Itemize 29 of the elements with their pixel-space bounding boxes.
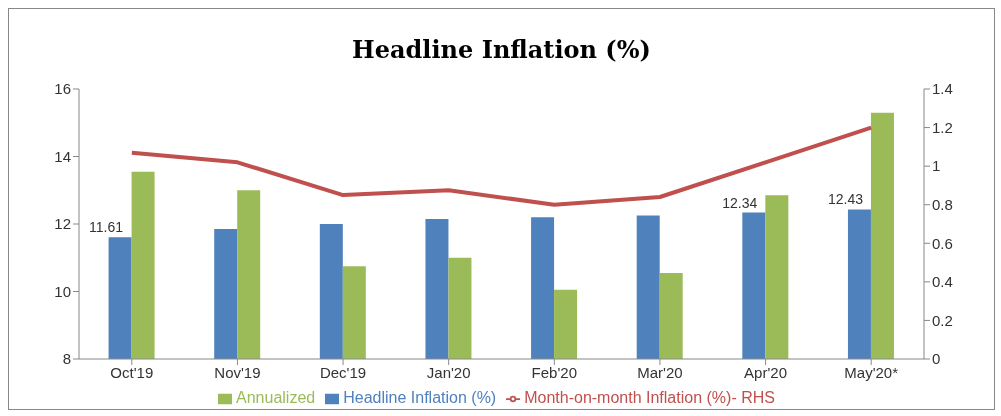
x-tick-label: Jan'20 (426, 363, 471, 381)
x-tick-label: Apr'20 (744, 363, 788, 381)
y2-tick-label: 0.4 (932, 273, 953, 291)
y-tick-label: 12 (54, 215, 71, 233)
x-tick-label: Nov'19 (214, 363, 261, 381)
y-tick-label: 8 (62, 350, 71, 368)
data-label: 12.43 (827, 191, 864, 208)
chart-title: Headline Inflation (%) (351, 35, 652, 66)
y2-tick-label: 0.2 (932, 311, 953, 329)
y-tick-label: 10 (54, 282, 71, 300)
y2-tick-label: 1 (932, 157, 941, 175)
legend-label: Annualized (236, 389, 316, 406)
y2-tick-label: 0.6 (932, 234, 953, 252)
y2-tick-label: 0 (932, 350, 941, 368)
y2-tick-label: 0.8 (932, 196, 953, 214)
x-tick-label: Mar'20 (637, 363, 683, 381)
x-tick-label: Dec'19 (319, 363, 367, 381)
legend-label: Month-on-month Inflation (%)- RHS (524, 389, 775, 406)
x-tick-label: May'20* (844, 363, 899, 381)
legend-label: Headline Inflation (%) (343, 389, 497, 406)
data-label: 11.61 (89, 219, 124, 236)
y2-tick-label: 1.2 (932, 118, 953, 136)
y-tick-label: 16 (54, 80, 71, 98)
y-tick-label: 14 (54, 147, 71, 165)
x-tick-label: Feb'20 (531, 363, 578, 381)
line-series (129, 125, 874, 207)
x-tick-label: Oct'19 (110, 363, 154, 381)
y2-tick-label: 1.4 (932, 80, 953, 98)
data-label: 12.34 (722, 194, 758, 211)
